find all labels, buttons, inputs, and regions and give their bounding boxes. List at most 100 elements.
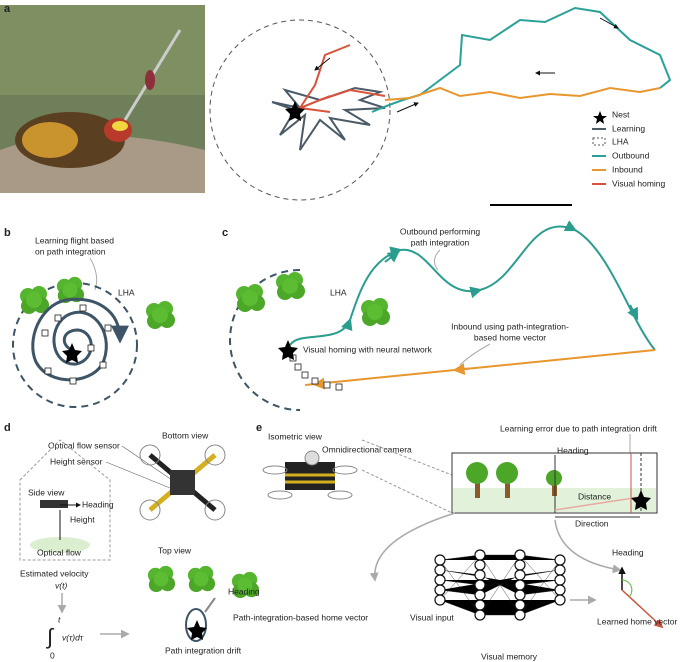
shape: [121, 445, 173, 481]
shape: [371, 6, 672, 113]
shape: [514, 569, 526, 581]
shape: [301, 371, 309, 379]
annotation: Heading: [82, 499, 114, 509]
shape: [514, 549, 526, 561]
shape: [475, 478, 480, 498]
shape: [384, 250, 400, 263]
shape: [627, 304, 639, 321]
legend-label: Outbound: [612, 150, 650, 160]
shape: [459, 343, 491, 366]
bush: [187, 565, 216, 593]
lha-label: LHA: [118, 287, 135, 297]
legend-label: Nest: [612, 109, 630, 119]
annotation: 0: [50, 650, 55, 660]
panel-a: a Nest Learning LHA Outbound Inbound Vis…: [0, 3, 672, 206]
annotation: Top view: [158, 545, 192, 555]
shape: [41, 329, 49, 337]
shape: [452, 363, 471, 376]
annotation: Path-integration-based home vector: [233, 612, 368, 622]
shape: [434, 574, 446, 586]
panel-b: b Learning flight based on path integrat…: [4, 227, 175, 408]
shape: [145, 70, 155, 90]
neural-network: [434, 549, 566, 621]
shape: [434, 249, 441, 271]
shape: [514, 559, 526, 571]
shape: [185, 608, 207, 642]
annotation: v(τ)dτ: [62, 632, 84, 642]
legend-label: Learning: [612, 123, 645, 133]
bush: [20, 286, 49, 314]
legend-label: Inbound: [612, 164, 643, 174]
legend-label: Visual homing: [612, 178, 666, 188]
shape: [204, 444, 226, 466]
shape: [314, 57, 331, 71]
shape: [593, 111, 607, 124]
annotation: Direction: [575, 518, 609, 528]
panel-c: c Outbound performing path integration L…: [222, 220, 656, 411]
panel-label: e: [256, 422, 262, 434]
shape: [139, 499, 161, 521]
shape: [514, 589, 526, 601]
annotation: Learned home vector: [597, 616, 677, 626]
shape: [554, 554, 566, 566]
shape: [335, 383, 343, 391]
shape: [439, 554, 561, 616]
shape: [44, 367, 52, 375]
annotation: Side view: [28, 487, 65, 497]
shape: [285, 473, 335, 484]
legend-label: LHA: [612, 136, 629, 146]
shape: [19, 439, 111, 561]
shape: [474, 549, 486, 561]
shape: [99, 361, 107, 369]
shape: [104, 324, 112, 332]
shape: [466, 462, 488, 484]
shape: [332, 465, 358, 475]
shape: [434, 584, 446, 596]
shape: [294, 363, 302, 371]
annotation: t: [58, 614, 61, 624]
shape: [304, 349, 656, 386]
annotation: Visual memory: [481, 651, 538, 661]
annotation: Learning error due to path integration d…: [500, 423, 658, 433]
shape: [204, 499, 226, 521]
caption: Outbound performing: [400, 226, 481, 236]
caption: path integration: [411, 237, 470, 247]
annotation: Isometric view: [268, 431, 323, 441]
shape: [474, 599, 486, 611]
annotation: Visual input: [410, 612, 454, 622]
shape: [474, 579, 486, 591]
shape: [434, 564, 446, 576]
trees: [466, 462, 562, 498]
shape: [22, 122, 78, 158]
panel-label: b: [4, 227, 11, 239]
shape: [496, 462, 518, 484]
caption: based home vector: [474, 332, 546, 342]
shape: [361, 469, 453, 514]
annotation: Optical flow sensor: [48, 440, 120, 450]
shape: [170, 470, 195, 495]
caption: on path integration: [35, 246, 106, 256]
shape: [474, 559, 486, 571]
drone-iso: [262, 450, 358, 500]
shape: [514, 609, 526, 621]
shape: [631, 490, 651, 510]
shape: [311, 377, 319, 385]
shape: [474, 609, 486, 621]
annotation: ∫: [45, 624, 55, 649]
shape: [434, 549, 566, 621]
caption: Visual homing with neural network: [303, 344, 433, 354]
shape: [434, 554, 446, 566]
annotation: Optical flow: [37, 547, 82, 557]
shape: [474, 589, 486, 601]
annotation: Bottom view: [162, 430, 209, 440]
shape: [554, 496, 641, 511]
shape: [474, 569, 486, 581]
annotation: Height: [70, 514, 95, 524]
shape: [69, 377, 77, 385]
shape: [554, 564, 566, 576]
shape: [434, 594, 446, 606]
annotation: Distance: [578, 491, 611, 501]
bush: [361, 298, 390, 326]
shape: [554, 574, 566, 586]
annotation: Height sensor: [50, 456, 103, 466]
